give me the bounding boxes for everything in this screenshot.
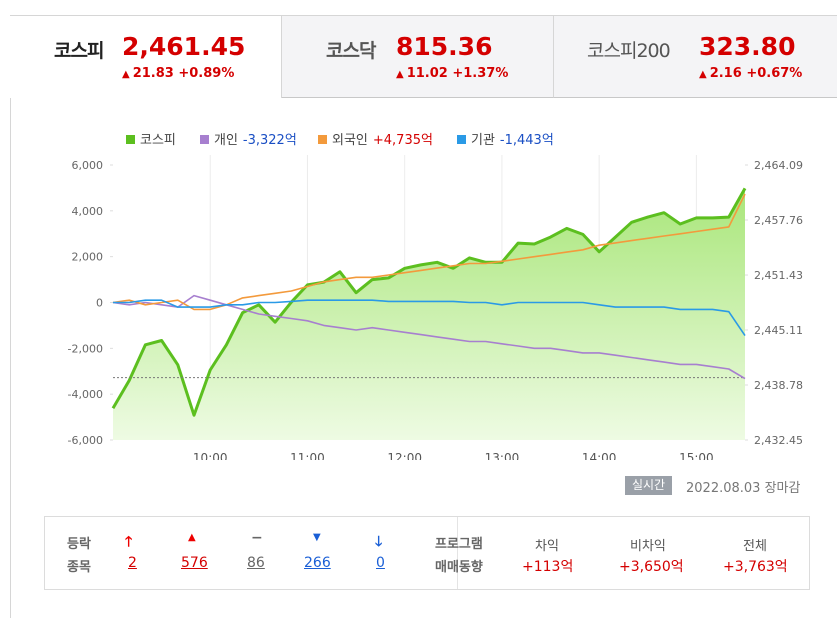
program-value: +3,650억 (619, 559, 684, 575)
y-tick-label: 2,000 (72, 251, 104, 264)
tab-kospi200[interactable]: 코스피200 323.80 ▲ 2.16 +0.67% (554, 15, 837, 98)
series-line (113, 299, 746, 337)
breadth-title: 등락 (67, 537, 91, 552)
y-tick-label: 0 (96, 297, 103, 310)
legend-swatch (200, 135, 209, 144)
x-tick-label: 12:00 (387, 451, 422, 460)
y2-tick-label: 2,432.45 (754, 434, 803, 447)
y-tick-label: 6,000 (72, 159, 104, 172)
legend-value: +4,735억 (373, 133, 433, 148)
change: 21.83 (132, 66, 174, 81)
tab-change: ▲ 21.83 +0.89% (122, 66, 235, 81)
y-tick-label: 4,000 (72, 205, 104, 218)
breadth-title: 종목 (67, 560, 91, 575)
legend-label: 외국인 +4,735억 (332, 133, 433, 148)
tab-value: 2,461.45 (122, 32, 246, 61)
program-label: 비차익 (630, 539, 666, 554)
summary-box: 등락 종목 🡑 ▲ − ▼ 🡓 2 576 86 266 0 프로그램 매매동향… (44, 516, 810, 590)
limit-up-count[interactable]: 2 (128, 555, 137, 571)
legend-name: 코스피 (140, 133, 176, 148)
x-tick-label: 10:00 (193, 451, 228, 460)
tab-change: ▲ 11.02 +1.37% (396, 66, 509, 81)
x-tick-label: 11:00 (290, 451, 325, 460)
change: 2.16 (709, 66, 742, 81)
tab-value: 323.80 (699, 32, 796, 61)
y2-tick-label: 2,438.78 (754, 379, 803, 392)
tab-name: 코스닥 (326, 40, 376, 62)
program-title: 프로그램 (435, 537, 483, 552)
realtime-badge[interactable]: 실시간 (625, 476, 672, 495)
legend-label: 코스피 (140, 133, 176, 148)
tab-kosdaq[interactable]: 코스닥 815.36 ▲ 11.02 +1.37% (282, 15, 554, 98)
y-tick-label: -6,000 (68, 434, 103, 447)
tab-value: 815.36 (396, 32, 493, 61)
y2-tick-label: 2,451.43 (754, 269, 803, 282)
y2-tick-label: 2,464.09 (754, 159, 803, 172)
legend-name: 외국인 (332, 133, 368, 148)
legend-label: 개인 -3,322억 (214, 133, 297, 148)
rate: +0.67% (746, 66, 803, 81)
flat-count[interactable]: 86 (247, 555, 265, 571)
tab-name: 코스피 (54, 40, 104, 62)
down-count[interactable]: 266 (304, 555, 331, 571)
y-tick-label: -2,000 (68, 342, 103, 355)
tab-kospi[interactable]: 코스피 2,461.45 ▲ 21.83 +0.89% (10, 15, 282, 98)
legend-name: 개인 (214, 133, 238, 148)
tab-name: 코스피200 (587, 40, 671, 62)
series-line (112, 193, 746, 311)
program-value: +3,763억 (723, 559, 788, 575)
rate: +1.37% (452, 66, 509, 81)
area-fill (113, 188, 745, 440)
legend-swatch (126, 135, 135, 144)
legend-name: 기관 (471, 133, 495, 148)
change: 11.02 (406, 66, 448, 81)
legend-value: -3,322억 (243, 133, 297, 148)
legend-swatch (318, 135, 327, 144)
up-count[interactable]: 576 (181, 555, 208, 571)
chart: 10:00 11:00 12:00 13:00 14:00 15:00 -6,000 -4,0… (68, 133, 803, 460)
y2-tick-label: 2,445.11 (754, 324, 803, 337)
divider (457, 517, 458, 589)
limit-down-icon: 🡓 (375, 534, 383, 550)
series-line (112, 294, 746, 380)
program-label: 전체 (743, 539, 767, 554)
program-title: 매매동향 (435, 560, 483, 575)
rate: +0.89% (178, 66, 235, 81)
legend-swatch (457, 135, 466, 144)
legend-label: 기관 -1,443억 (471, 133, 554, 148)
y-tick-label: -4,000 (68, 388, 103, 401)
program-value: +113억 (522, 559, 574, 575)
series-line (111, 187, 747, 417)
status-date: 2022.08.03 장마감 (686, 481, 801, 496)
up-icon: ▲ (188, 532, 196, 543)
x-tick-label: 13:00 (485, 451, 520, 460)
tab-change: ▲ 2.16 +0.67% (699, 66, 803, 81)
limit-down-count[interactable]: 0 (376, 555, 385, 571)
flat-icon: − (251, 530, 263, 546)
x-tick-label: 14:00 (582, 451, 617, 460)
limit-up-icon: 🡑 (125, 534, 133, 550)
legend-value: -1,443억 (500, 133, 554, 148)
frame-border (10, 15, 11, 618)
y2-tick-label: 2,457.76 (754, 214, 803, 227)
down-icon: ▼ (313, 532, 321, 543)
program-label: 차익 (535, 539, 559, 554)
x-tick-label: 15:00 (679, 451, 714, 460)
